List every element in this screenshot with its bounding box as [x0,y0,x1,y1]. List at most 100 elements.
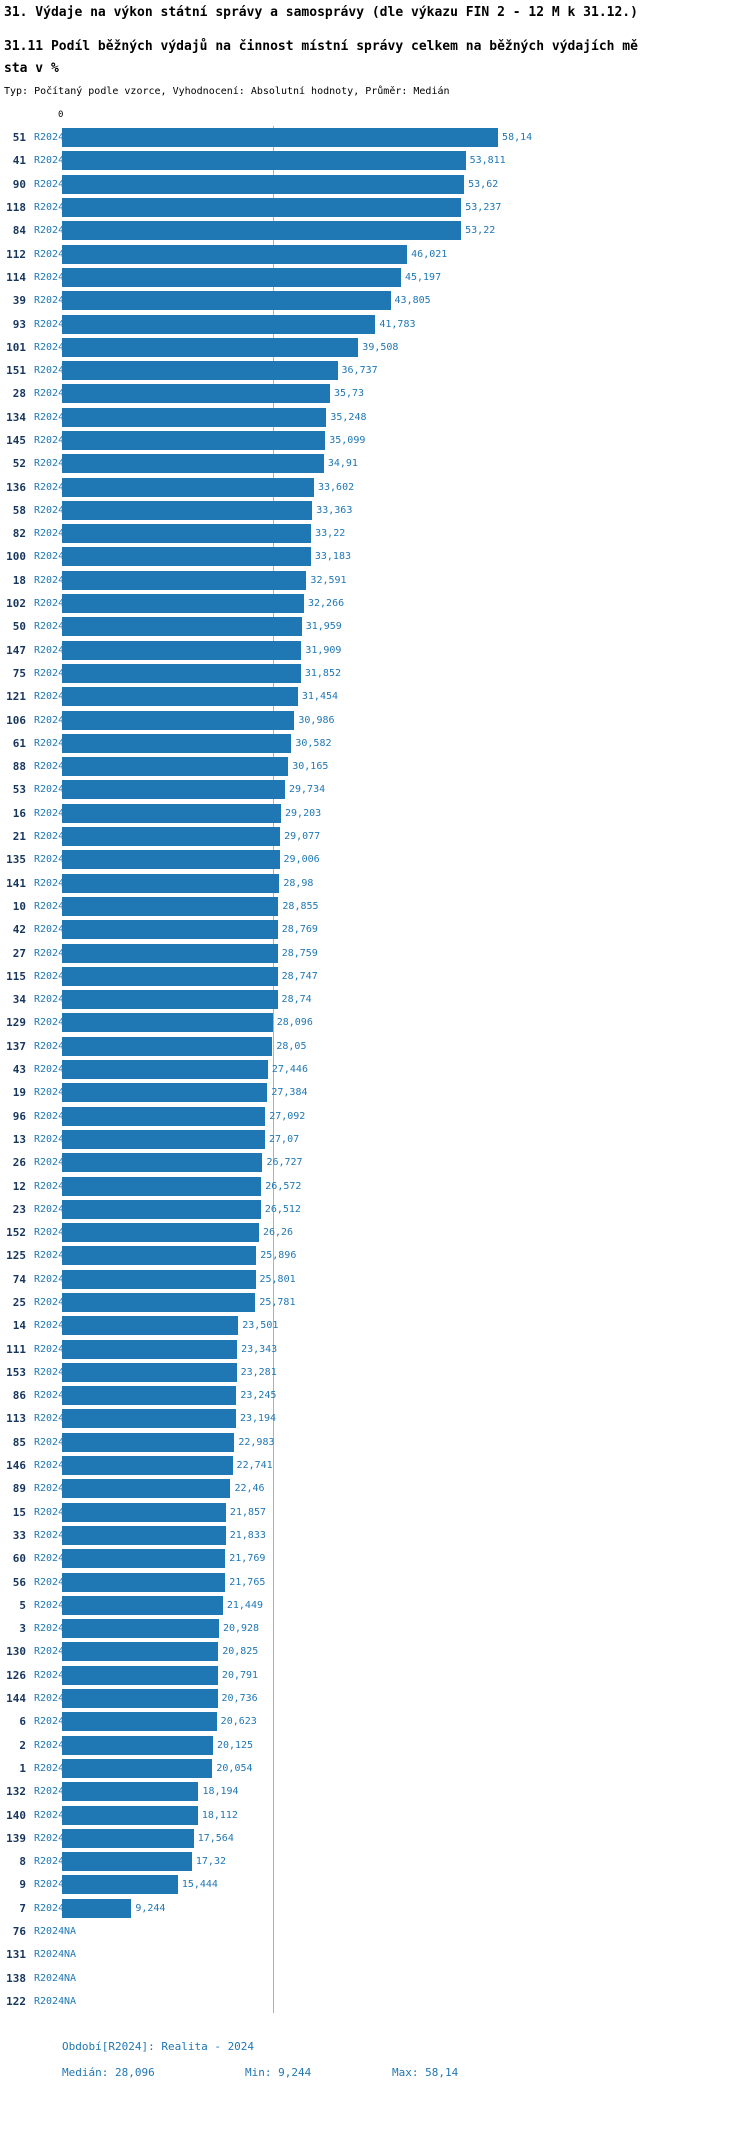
row-id-label: 153 [6,1365,26,1379]
row-bar-area: 17,564 [62,1827,750,1850]
row-bar-area: 29,203 [62,802,750,825]
chart-row: 89 R2024 22,46 [0,1477,750,1500]
value-bar [62,803,282,823]
row-bar-area: 21,857 [62,1501,750,1524]
value-label: 53,22 [465,225,496,237]
value-bar [62,1153,263,1173]
row-series-label: R2024 [34,1646,65,1658]
value-label: 28,096 [276,1017,313,1029]
row-bar-area: 26,512 [62,1198,750,1221]
value-bar [62,1712,217,1732]
row-bar-area: 27,07 [62,1128,750,1151]
value-bar [62,267,401,287]
row-series-label: R2024 [34,365,65,377]
row-series-label: R2024 [34,411,65,423]
value-label: 20,125 [216,1739,254,1751]
value-label: 22,741 [236,1460,273,1472]
chart-row: 19 R2024 27,384 [0,1081,750,1104]
row-series-label: R2024 [34,458,65,470]
value-bar [62,757,289,777]
chart-row: 43 R2024 27,446 [0,1058,750,1081]
value-bar [62,477,314,497]
value-bar [62,1129,266,1149]
row-id-label: 25 [12,1295,26,1309]
row-series-label: R2024 [34,295,65,307]
row-bar-area: NA [62,1990,750,2013]
row-series-label: R2024 [34,1623,65,1635]
footer-median-label: Medián: 28,096 [62,2066,155,2079]
row-bar-area: NA [62,1920,750,1943]
row-id-label: 152 [6,1226,26,1240]
value-bar [62,990,278,1010]
row-bar-area: 35,099 [62,429,750,452]
row-bar-area: 21,765 [62,1570,750,1593]
value-label: 35,73 [333,388,365,400]
value-label: 23,343 [241,1343,278,1355]
row-bar-area: 18,194 [62,1780,750,1803]
row-bar-area: 28,98 [62,872,750,895]
value-label: 27,384 [271,1087,308,1099]
row-id-label: 12 [12,1179,26,1193]
row-bar-area: 30,986 [62,708,750,731]
value-bar [62,1642,219,1662]
row-id-label: 125 [6,1249,26,1263]
row-id-label: 76 [12,1925,26,1938]
row-series-label: R2024 [34,1460,65,1472]
value-bar [62,1083,268,1103]
value-label: 28,74 [281,994,312,1006]
chart-row: 111 R2024 23,343 [0,1337,750,1360]
value-bar [62,1432,235,1452]
row-id-label: 74 [12,1272,26,1286]
value-label: 43,805 [394,295,431,307]
value-bar [62,1013,273,1033]
value-label: 28,747 [281,970,318,982]
chart-row: 114 R2024 45,197 [0,266,750,289]
value-label: 35,099 [329,435,366,446]
row-series-label: R2024 [34,155,65,167]
chart-row: 88 R2024 30,165 [0,755,750,778]
row-series-label: R2024 [34,225,65,237]
row-id-label: 138 [6,1971,26,1985]
value-label: 58,14 [502,132,533,144]
value-bar [62,1456,233,1476]
row-id-label: 112 [6,247,26,261]
chart-row: 3 R2024 20,928 [0,1617,750,1640]
value-label: 27,07 [269,1133,300,1145]
value-label: 39,508 [362,341,399,353]
chart-row: 12 R2024 26,572 [0,1174,750,1197]
row-bar-area: 9,244 [62,1897,750,1920]
row-bar-area: 20,736 [62,1687,750,1710]
row-bar-area: 53,237 [62,196,750,219]
chart-row: 121 R2024 31,454 [0,685,750,708]
value-label: 28,759 [281,947,318,959]
value-bar [62,1060,268,1080]
value-label: 33,22 [315,528,346,540]
chart-row: 33 R2024 21,833 [0,1524,750,1547]
value-label: 22,46 [234,1483,265,1495]
value-label: 20,825 [222,1646,259,1658]
value-label: 46,021 [411,248,448,260]
chart-row: 50 R2024 31,959 [0,615,750,638]
chart-row: 130 R2024 20,825 [0,1640,750,1663]
row-series-label: R2024 [34,831,65,843]
value-bar [62,1875,178,1895]
row-series-label: R2024 [34,1809,65,1821]
value-bar [62,361,338,381]
value-label: 18,194 [202,1786,239,1798]
row-bar-area: 21,449 [62,1594,750,1617]
row-id-label: 96 [12,1109,26,1123]
row-series-label: R2024 [34,1087,65,1099]
value-label: 20,623 [220,1716,257,1728]
row-id-label: 3 [19,1622,26,1636]
value-label: 31,454 [301,691,339,703]
row-series-label: R2024 [34,784,65,796]
value-label: 22,983 [238,1436,275,1448]
value-label: 28,769 [281,924,318,936]
row-bar-area: 18,112 [62,1803,750,1826]
value-label: 53,237 [465,202,502,214]
chart-row: 129 R2024 28,096 [0,1011,750,1034]
value-bar [62,1176,262,1196]
row-id-label: 21 [12,830,26,844]
chart-row: 13 R2024 27,07 [0,1128,750,1151]
row-id-label: 27 [12,946,26,960]
